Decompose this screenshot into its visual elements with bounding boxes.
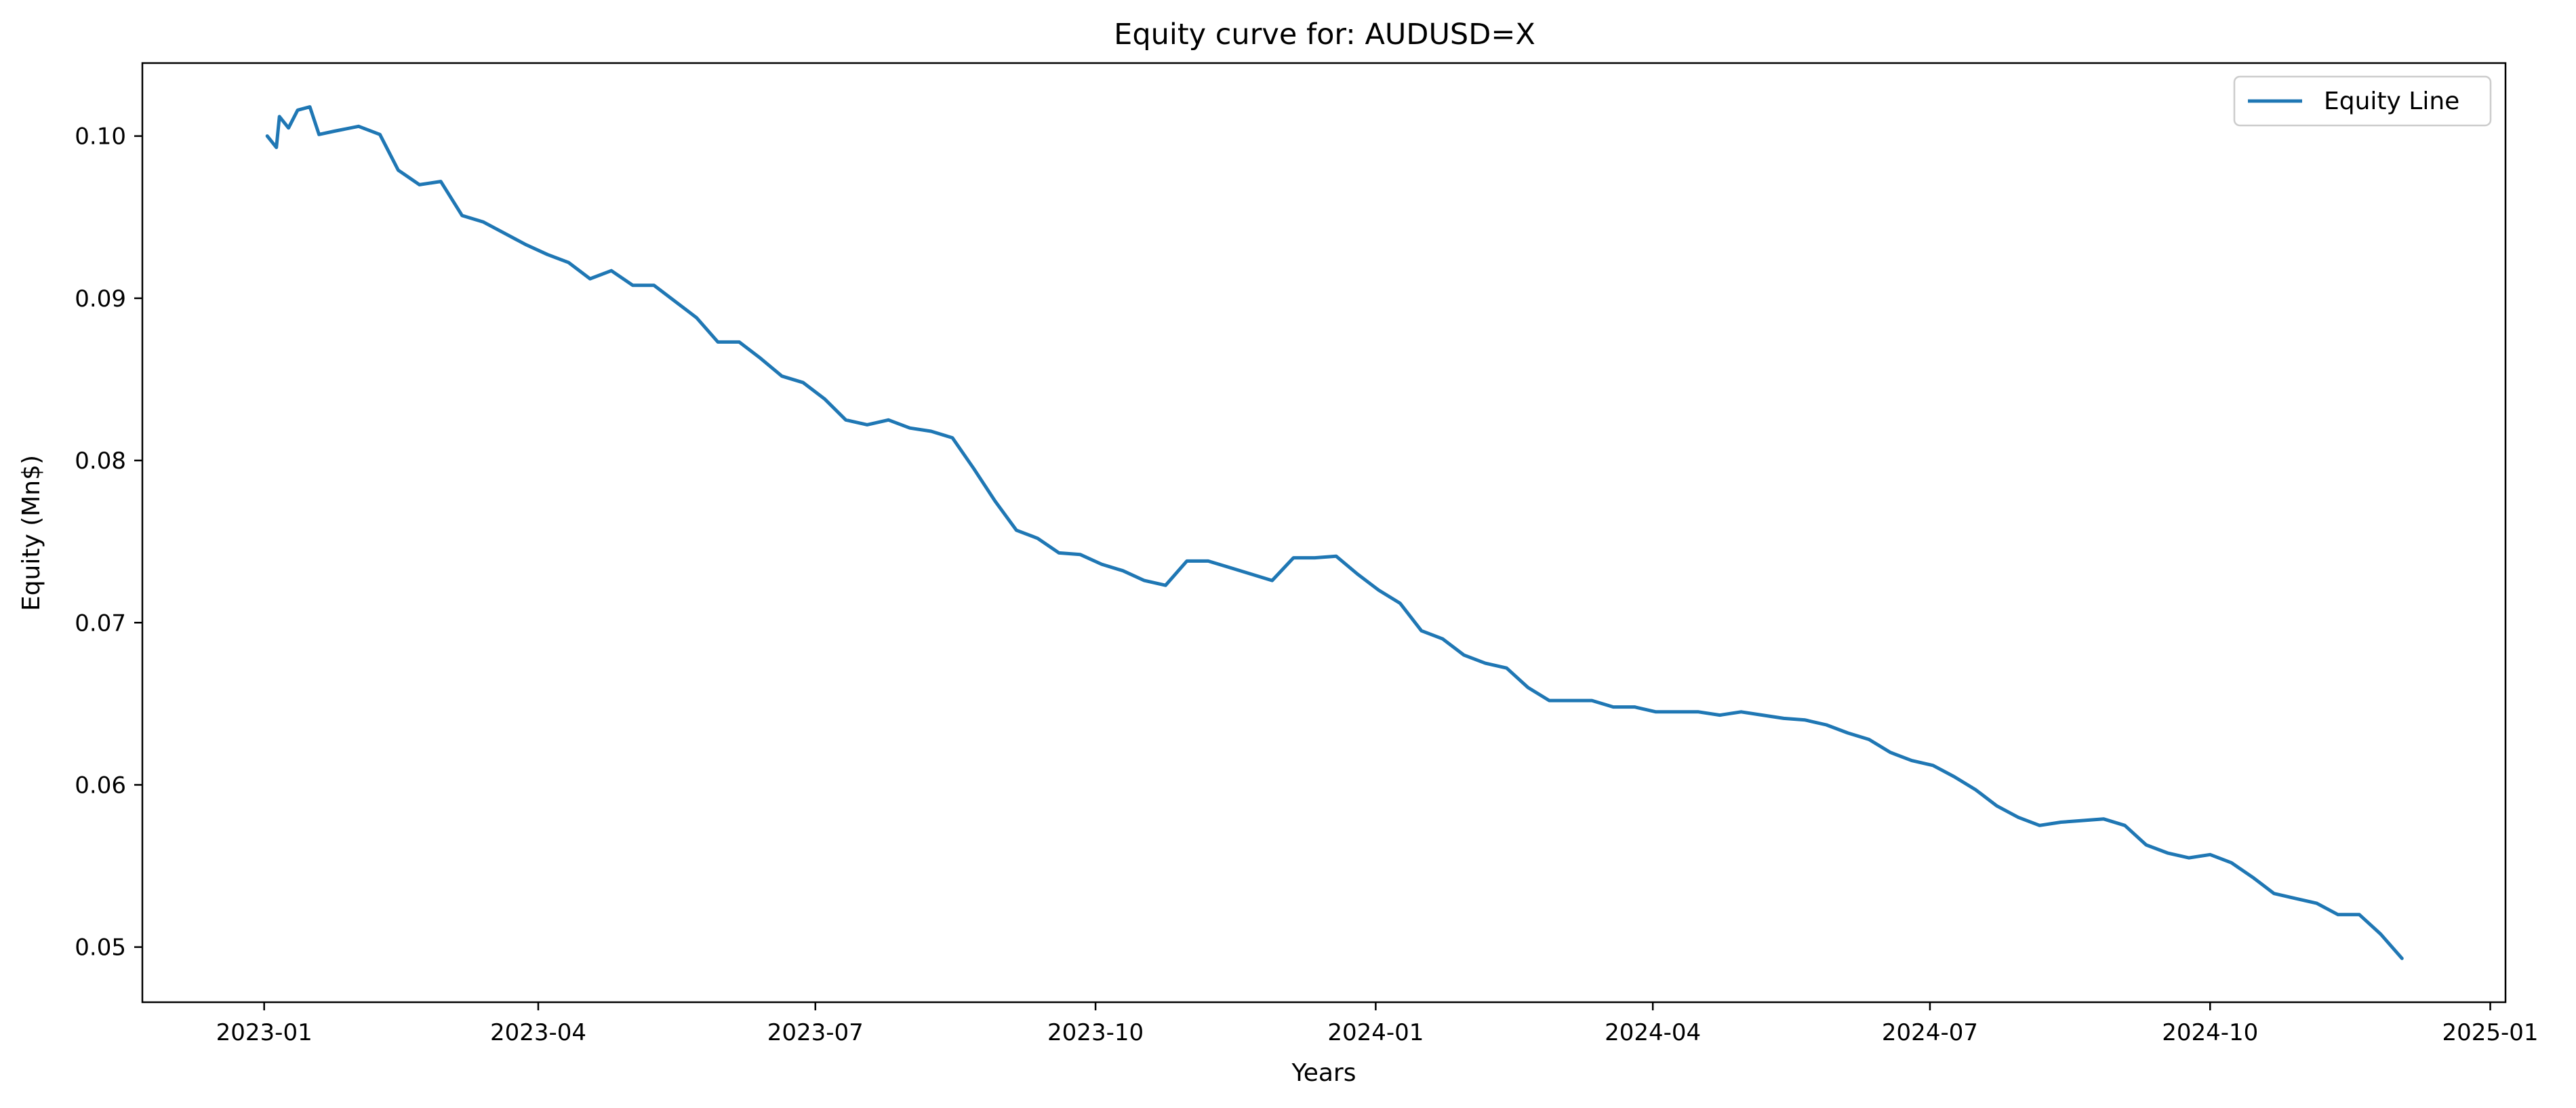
x-tick-label: 2023-07 bbox=[767, 1019, 864, 1046]
x-axis-label: Years bbox=[1291, 1059, 1356, 1087]
x-tick-label: 2024-01 bbox=[1327, 1019, 1424, 1046]
x-tick-label: 2023-04 bbox=[490, 1019, 586, 1046]
y-tick-label: 0.07 bbox=[75, 610, 126, 637]
y-tick-label: 0.06 bbox=[75, 772, 126, 799]
y-axis-ticks: 0.05 0.06 0.07 0.08 0.09 0.10 bbox=[75, 123, 142, 962]
y-tick-label: 0.10 bbox=[75, 123, 126, 151]
legend-box bbox=[2233, 75, 2492, 127]
chart-title: Equity curve for: AUDUSD=X bbox=[1114, 18, 1535, 52]
x-tick-label: 2024-04 bbox=[1605, 1019, 1701, 1046]
y-tick-label: 0.08 bbox=[75, 448, 126, 475]
legend: Equity Line bbox=[2233, 75, 2492, 127]
y-axis-label: Equity (Mn$) bbox=[18, 455, 45, 611]
y-tick-label: 0.09 bbox=[75, 285, 126, 313]
x-tick-label: 2024-10 bbox=[2162, 1019, 2258, 1046]
x-tick-label: 2023-01 bbox=[216, 1019, 313, 1046]
x-tick-label: 2023-10 bbox=[1047, 1019, 1144, 1046]
plot-area bbox=[142, 63, 2505, 1002]
x-tick-label: 2025-01 bbox=[2442, 1019, 2539, 1046]
series-line-equity bbox=[265, 105, 2404, 960]
y-tick-label: 0.05 bbox=[75, 934, 126, 962]
x-tick-label: 2024-07 bbox=[1882, 1019, 1978, 1046]
x-axis-ticks: 2023-01 2023-04 2023-07 2023-10 2024-01 2024-… bbox=[216, 1002, 2539, 1046]
legend-label-equity: Equity Line bbox=[2324, 87, 2459, 115]
plot-frame bbox=[141, 62, 2507, 1004]
